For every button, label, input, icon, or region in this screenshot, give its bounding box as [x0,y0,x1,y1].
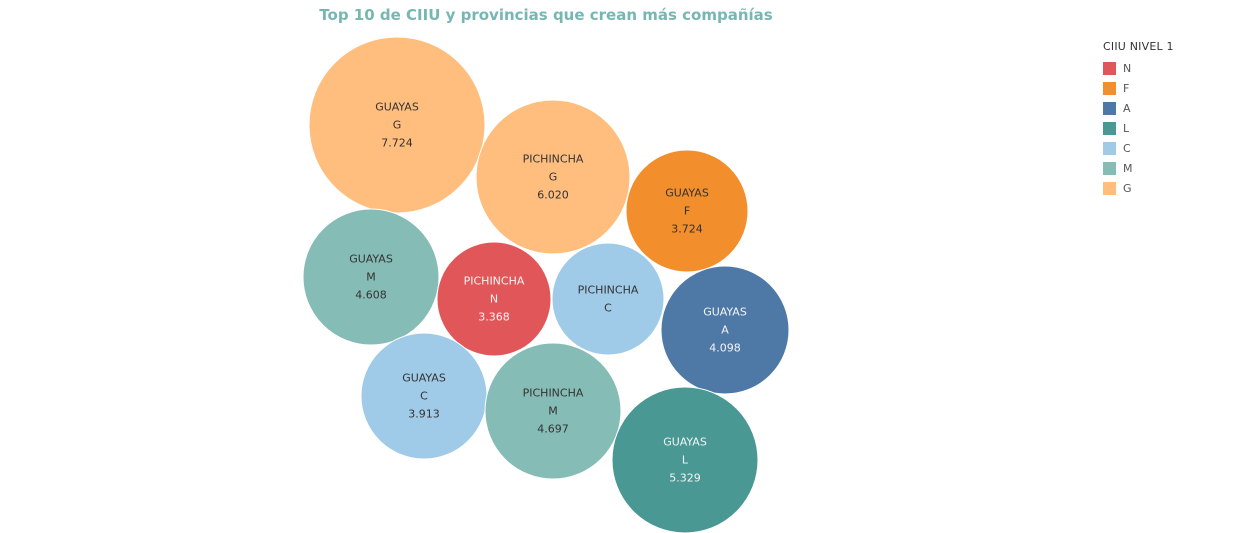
bubble-circle [611,386,759,533]
bubble-circle [660,265,790,395]
bubble-province-label: GUAYAS [375,101,419,114]
legend-label: M [1123,161,1133,175]
legend-swatch [1103,161,1116,175]
bubble-value-label: 7.724 [381,137,413,150]
legend-item-a[interactable]: A [1103,98,1174,118]
bubble-province-label: PICHINCHA [578,284,639,297]
bubble-province-label: PICHINCHA [523,153,584,166]
legend-label: C [1123,141,1131,155]
bubble-value-label: 4.697 [537,423,569,436]
bubble-value-label: 3.368 [478,311,510,324]
bubble-value-label: 5.329 [669,472,701,485]
bubble-guayas-l[interactable]: GUAYAS L 5.329 [611,386,759,533]
bubble-ciiu-label: C [604,302,612,315]
bubble-circle [308,36,486,214]
bubble-guayas-f[interactable]: GUAYAS F 3.724 [625,149,749,273]
legend-swatch [1103,101,1116,115]
bubble-circle [484,342,622,480]
bubble-ciiu-label: F [684,205,690,218]
legend-label: F [1123,81,1130,95]
legend-item-m[interactable]: M [1103,158,1174,178]
bubble-pichincha-n[interactable]: PICHINCHA N 3.368 [436,241,552,357]
legend-label: A [1123,101,1131,115]
legend-item-c[interactable]: C [1103,138,1174,158]
bubble-province-label: GUAYAS [665,187,709,200]
bubble-province-label: GUAYAS [663,436,707,449]
legend-item-f[interactable]: F [1103,78,1174,98]
bubble-circle [475,99,631,255]
bubble-circle [436,241,552,357]
legend-label: G [1123,181,1132,195]
bubble-value-label: 4.098 [709,342,741,355]
bubble-value-label: 3.913 [408,408,440,421]
bubble-province-label: GUAYAS [703,306,747,319]
bubble-ciiu-label: G [549,171,558,184]
legend-label: L [1123,121,1130,135]
bubble-circle [625,149,749,273]
bubble-ciiu-label: N [490,293,498,306]
bubble-ciiu-label: M [366,271,376,284]
legend-swatch [1103,141,1116,155]
bubble-guayas-m[interactable]: GUAYAS M 4.608 [302,208,440,346]
bubble-ciiu-label: A [721,324,729,337]
legend-swatch [1103,121,1116,135]
bubble-pichincha-m[interactable]: PICHINCHA M 4.697 [484,342,622,480]
chart-title: Top 10 de CIIU y provincias que crean má… [319,6,773,24]
legend-swatch [1103,61,1116,75]
bubble-ciiu-label: C [420,390,428,403]
bubble-value-label: 6.020 [537,189,569,202]
legend-title: CIIU NIVEL 1 [1103,40,1174,53]
legend-swatch [1103,81,1116,95]
bubble-pichincha-c[interactable]: PICHINCHA C [551,242,665,356]
bubble-province-label: PICHINCHA [523,387,584,400]
bubble-province-label: GUAYAS [402,372,446,385]
legend-item-g[interactable]: G [1103,178,1174,198]
bubble-guayas-g[interactable]: GUAYAS G 7.724 [308,36,486,214]
bubble-ciiu-label: L [682,454,689,467]
legend-item-n[interactable]: N [1103,58,1174,78]
bubble-value-label: 3.724 [671,223,703,236]
bubble-pichincha-g[interactable]: PICHINCHA G 6.020 [475,99,631,255]
bubble-guayas-c[interactable]: GUAYAS C 3.913 [360,332,488,460]
bubble-ciiu-label: M [548,405,558,418]
bubble-value-label: 4.608 [355,289,387,302]
bubble-province-label: GUAYAS [349,253,393,266]
legend-label: N [1123,61,1132,75]
bubble-guayas-a[interactable]: GUAYAS A 4.098 [660,265,790,395]
bubble-circle [551,242,665,356]
bubble-ciiu-label: G [393,119,402,132]
legend-item-l[interactable]: L [1103,118,1174,138]
bubble-province-label: PICHINCHA [464,275,525,288]
bubble-circle [302,208,440,346]
legend-swatch [1103,181,1116,195]
